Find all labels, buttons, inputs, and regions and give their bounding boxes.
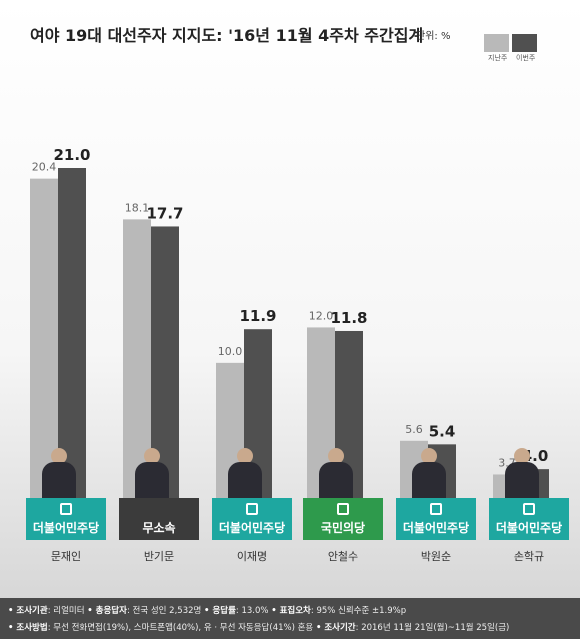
party-name: 무소속 — [142, 521, 176, 535]
footer-value: : 95% 신뢰수준 ±1.9%p — [310, 606, 407, 616]
footer-key: • 조사기간 — [315, 623, 356, 633]
legend-previous-swatch — [484, 34, 509, 52]
value-label-previous: 18.1 — [125, 201, 150, 214]
party-badge: 무소속 — [119, 498, 199, 540]
chart-title: 여야 19대 대선주자 지지도: '16년 11월 4주차 주간집계 — [30, 26, 424, 45]
footer-key: • 조사방법 — [8, 623, 48, 633]
value-label-current: 11.9 — [239, 307, 276, 325]
survey-footer: • 조사기관: 리얼미터 • 총응답자: 전국 성인 2,532명 • 응답률:… — [0, 598, 580, 639]
party-badge: 더불어민주당 — [489, 498, 569, 540]
candidate-name: 이재명 — [236, 550, 268, 563]
footer-value: : 전국 성인 2,532명 — [126, 606, 202, 616]
footer-line-1: • 조사기관: 리얼미터 • 총응답자: 전국 성인 2,532명 • 응답률:… — [8, 604, 406, 616]
footer-key: • 응답률 — [204, 606, 236, 616]
unit-label: 단위: % — [416, 31, 451, 42]
candidate-name: 반기문 — [143, 550, 175, 563]
party-badge: 더불어민주당 — [396, 498, 476, 540]
sprout-icon — [337, 503, 349, 515]
value-label-current: 5.4 — [429, 422, 456, 440]
legend-current-label: 이번주 — [516, 54, 536, 62]
value-label-current: 21.0 — [53, 146, 90, 164]
party-square-icon — [246, 503, 258, 515]
party-badge: 더불어민주당 — [26, 498, 106, 540]
value-label-previous: 10.0 — [218, 345, 243, 358]
footer-key: • 총응답자 — [87, 606, 127, 616]
party-square-icon — [60, 503, 72, 515]
candidate-photo — [135, 448, 169, 498]
candidate-photo — [412, 448, 446, 498]
footer-value: : 무선 전화면접(19%), 스마트폰앱(40%), 유 · 무선 자동응답(… — [47, 623, 314, 633]
party-name: 더불어민주당 — [218, 521, 286, 535]
footer-key: • 조사기관 — [8, 606, 48, 616]
party-badge: 국민의당 — [303, 498, 383, 540]
value-label-previous: 12.0 — [309, 309, 334, 322]
party-name: 더불어민주당 — [402, 521, 470, 535]
footer-key: • 표집오차 — [271, 606, 311, 616]
footer-value: : 13.0% — [235, 606, 269, 616]
value-label-previous: 5.6 — [405, 423, 423, 436]
value-label-current: 17.7 — [146, 204, 183, 222]
candidate-photo — [505, 448, 539, 498]
legend-current-swatch — [512, 34, 537, 52]
party-square-icon — [523, 503, 535, 515]
party-name: 더불어민주당 — [32, 521, 100, 535]
party-name: 국민의당 — [320, 521, 366, 535]
footer-value: : 2016년 11월 21일(월)~11월 25일(금) — [355, 623, 510, 633]
candidate-photo — [228, 448, 262, 498]
candidate-name: 박원순 — [420, 550, 452, 563]
party-square-icon — [430, 503, 442, 515]
candidate-name: 손학규 — [513, 550, 545, 563]
party-name: 더불어민주당 — [495, 521, 563, 535]
candidate-photo — [42, 448, 76, 498]
value-label-current: 11.8 — [330, 309, 367, 327]
candidate-name: 문재인 — [50, 550, 82, 563]
legend-previous-label: 지난주 — [488, 54, 508, 62]
party-badge: 더불어민주당 — [212, 498, 292, 540]
value-label-previous: 20.4 — [32, 161, 57, 174]
footer-line-2: • 조사방법: 무선 전화면접(19%), 스마트폰앱(40%), 유 · 무선… — [8, 621, 509, 633]
candidate-photo — [319, 448, 353, 498]
candidate-name: 안철수 — [327, 550, 359, 563]
footer-value: : 리얼미터 — [47, 606, 85, 616]
